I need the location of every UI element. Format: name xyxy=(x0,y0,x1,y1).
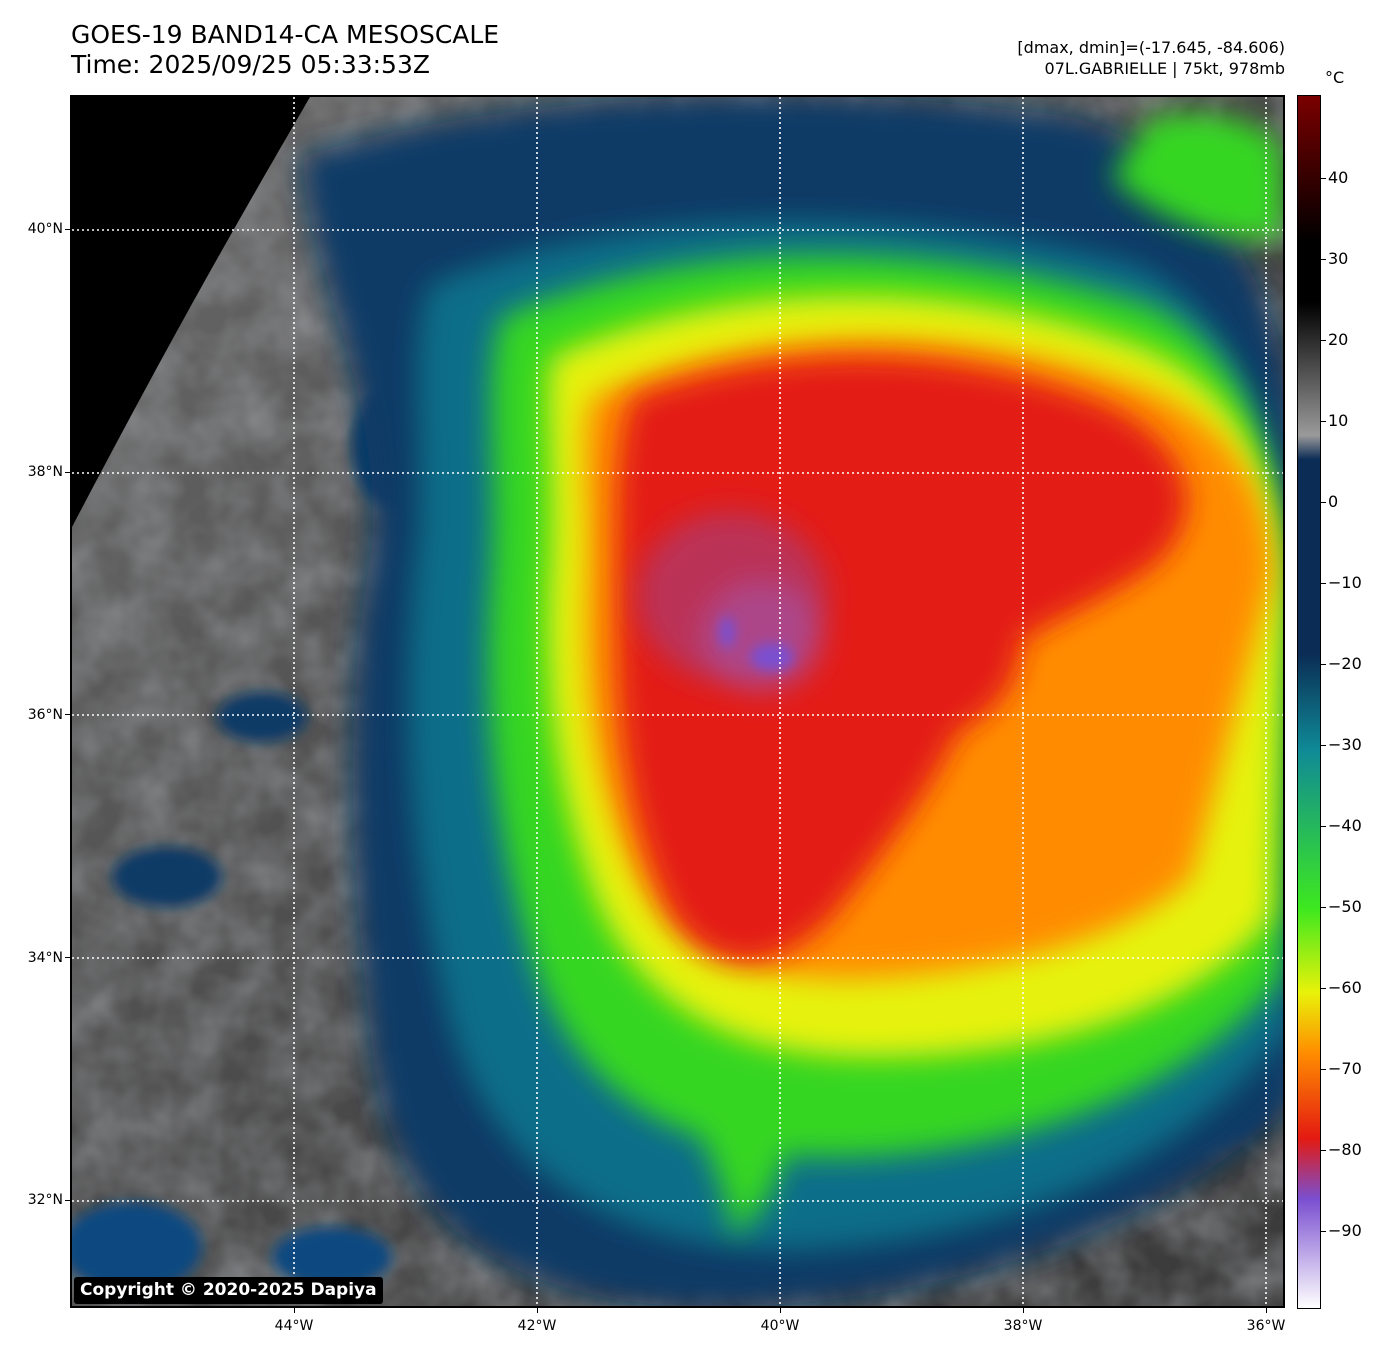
colorbar-tick-label: 30 xyxy=(1328,249,1349,268)
colorbar-tick-mark xyxy=(1321,1150,1326,1151)
lat-label-32n: 32°N xyxy=(27,1192,63,1208)
colorbar-tick-mark xyxy=(1321,826,1326,827)
off-disk-region xyxy=(72,97,310,527)
lon-tick xyxy=(1266,1308,1267,1313)
lat-label-34n: 34°N xyxy=(27,950,63,966)
colorbar-tick-mark xyxy=(1321,259,1326,260)
title-time: Time: 2025/09/25 05:33:53Z xyxy=(71,50,430,79)
satellite-image: Copyright © 2020-2025 Dapiya xyxy=(70,95,1285,1308)
colorbar-tick-mark xyxy=(1321,340,1326,341)
colorbar-tick-mark xyxy=(1321,907,1326,908)
image-title: GOES-19 BAND14-CA MESOSCALE Time: 2025/0… xyxy=(71,20,499,80)
lon-tick xyxy=(780,1308,781,1313)
colorbar-tick-label: −60 xyxy=(1328,978,1362,997)
colorbar-tick-label: 10 xyxy=(1328,411,1349,430)
colorbar-tick-label: −30 xyxy=(1328,735,1362,754)
lat-label-36n: 36°N xyxy=(27,707,63,723)
satellite-imagery-svg xyxy=(72,97,1283,1306)
colorbar-tick-label: −20 xyxy=(1328,654,1362,673)
colorbar-tick-label: −40 xyxy=(1328,816,1362,835)
colorbar-tick-label: −80 xyxy=(1328,1140,1362,1159)
colorbar-tick-label: 40 xyxy=(1328,168,1349,187)
lat-label-40n: 40°N xyxy=(27,221,63,237)
storm-coldest-tops xyxy=(637,512,827,692)
colorbar-tick-mark xyxy=(1321,1231,1326,1232)
lat-tick xyxy=(65,229,70,230)
lat-tick xyxy=(65,957,70,958)
lat-label-38n: 38°N xyxy=(27,464,63,480)
storm-center-overshoot xyxy=(719,616,794,671)
lon-label-42w: 42°W xyxy=(517,1318,557,1334)
colorbar-tick-label: −90 xyxy=(1328,1221,1362,1240)
lat-tick xyxy=(65,1200,70,1201)
colorbar-tick-label: −50 xyxy=(1328,897,1362,916)
colorbar-tick-label: 20 xyxy=(1328,330,1349,349)
storm-info: 07L.GABRIELLE | 75kt, 978mb xyxy=(1044,59,1285,78)
colorbar-tick-mark xyxy=(1321,1069,1326,1070)
lat-tick xyxy=(65,714,70,715)
lon-label-36w: 36°W xyxy=(1246,1318,1286,1334)
colorbar-tick-mark xyxy=(1321,178,1326,179)
data-range: [dmax, dmin]=(-17.645, -84.606) xyxy=(1017,38,1285,57)
colorbar-tick-label: 0 xyxy=(1328,492,1339,511)
colorbar-tick-mark xyxy=(1321,664,1326,665)
colorbar-tick-mark xyxy=(1321,502,1326,503)
lon-label-44w: 44°W xyxy=(274,1318,314,1334)
lon-label-38w: 38°W xyxy=(1003,1318,1043,1334)
colorbar-tick-mark xyxy=(1321,745,1326,746)
colorbar-tick-label: −10 xyxy=(1328,573,1362,592)
colorbar xyxy=(1297,95,1321,1309)
colorbar-tick-mark xyxy=(1321,421,1326,422)
lon-tick xyxy=(294,1308,295,1313)
lat-tick xyxy=(65,472,70,473)
colorbar-tick-mark xyxy=(1321,583,1326,584)
storm-red-core xyxy=(616,356,1187,962)
lon-tick xyxy=(537,1308,538,1313)
image-metadata: [dmax, dmin]=(-17.645, -84.606) 07L.GABR… xyxy=(1017,37,1285,79)
lat-lon-grid xyxy=(72,97,1283,1306)
colorbar-unit: °C xyxy=(1325,68,1345,87)
copyright-label: Copyright © 2020-2025 Dapiya xyxy=(74,1277,383,1304)
colorbar-tick-label: −70 xyxy=(1328,1059,1362,1078)
lon-label-40w: 40°W xyxy=(760,1318,800,1334)
colorbar-tick-mark xyxy=(1321,988,1326,989)
lon-tick xyxy=(1023,1308,1024,1313)
title-product: GOES-19 BAND14-CA MESOSCALE xyxy=(71,20,500,49)
